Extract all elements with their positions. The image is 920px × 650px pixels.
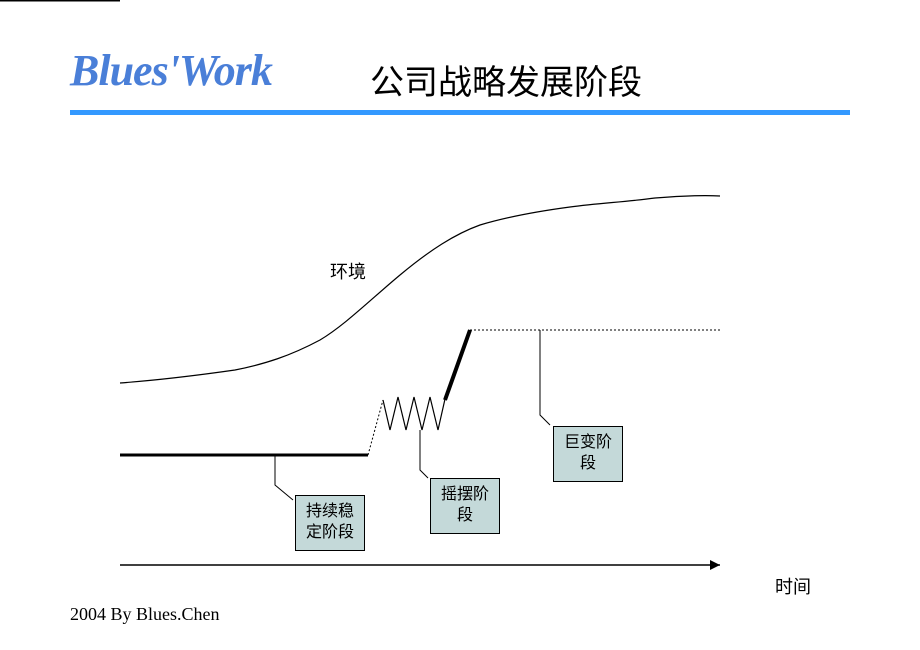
environment-label: 环境	[330, 258, 366, 284]
axis-arrow	[710, 560, 720, 570]
callout-1	[275, 455, 293, 500]
callout-3	[540, 330, 550, 425]
dotted-rise	[368, 400, 383, 455]
stage2-text: 摇摆阶段	[441, 486, 489, 524]
footer-text: 2004 By Blues.Chen	[70, 604, 220, 625]
strategy-diagram-lines	[0, 0, 920, 650]
zigzag-line	[383, 397, 445, 430]
thick-rise	[445, 330, 470, 400]
stage3-box: 巨变阶段	[553, 426, 623, 482]
time-label: 时间	[775, 573, 811, 599]
stage2-box: 摇摆阶段	[430, 478, 500, 534]
stage1-box: 持续稳定阶段	[295, 495, 365, 551]
stage1-text: 持续稳定阶段	[306, 503, 354, 541]
callout-2	[420, 430, 428, 478]
stage3-text: 巨变阶段	[564, 434, 612, 472]
